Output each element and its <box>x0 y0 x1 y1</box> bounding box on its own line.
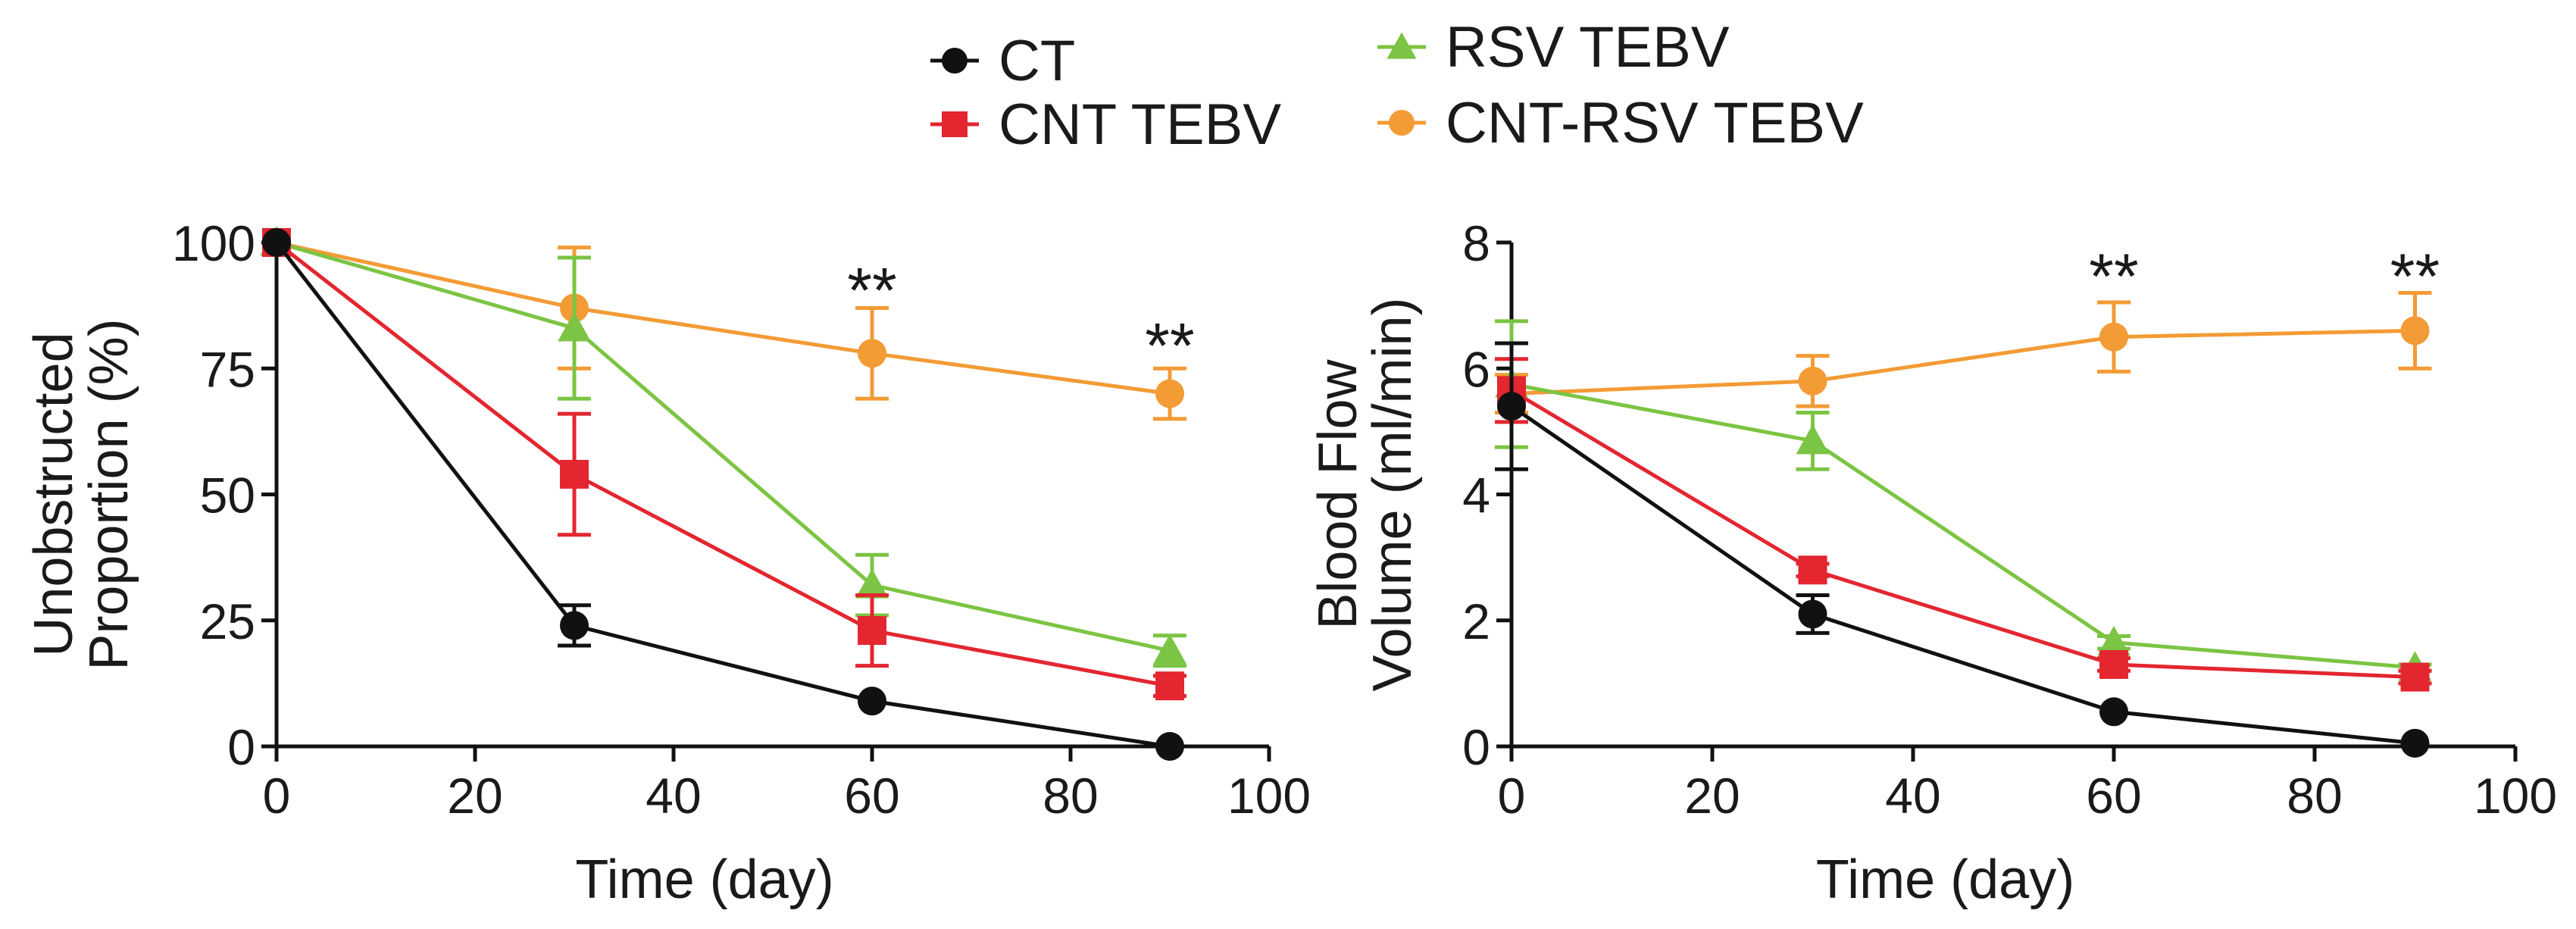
data-point <box>2099 697 2128 727</box>
data-point <box>2400 728 2430 758</box>
significance-annotation: ** <box>847 255 896 326</box>
series-line <box>275 241 1171 688</box>
legend-marker <box>1386 32 1417 59</box>
data-point <box>858 687 886 716</box>
y-tick-label: 0 <box>1462 719 1490 775</box>
data-point <box>1155 671 1184 701</box>
data-point <box>558 311 591 342</box>
significance-annotation: ** <box>1145 310 1194 381</box>
y-tick-label: 0 <box>227 719 255 775</box>
y-axis-label: Volume (ml/min) <box>1362 297 1423 691</box>
data-point <box>560 611 589 640</box>
data-point <box>2097 625 2131 656</box>
data-point <box>2400 316 2430 346</box>
x-tick-label: 20 <box>447 768 502 824</box>
data-point <box>560 459 589 489</box>
legend-marker <box>1389 110 1415 136</box>
data-point <box>1798 366 1827 396</box>
data-point <box>262 228 291 257</box>
x-tick-label: 60 <box>2086 768 2141 824</box>
y-tick-label: 75 <box>200 341 255 397</box>
series-line <box>276 240 1171 653</box>
chart-blood-flow-volume: 0 20 40 60 80 100 0 2 4 6 8 Time (day) Blood FlowVol… <box>1308 215 2557 910</box>
x-tick-label: 0 <box>1498 768 1526 824</box>
y-tick-label: 100 <box>172 215 255 271</box>
legend-marker <box>942 48 968 74</box>
legend-label: CNT-RSV TEBV <box>1446 91 1864 155</box>
y-axis-label: Blood Flow <box>1308 358 1368 629</box>
series-line <box>1511 382 2415 670</box>
legend-item-rsv-tebv: RSV TEBV <box>1377 15 1730 80</box>
series-rsv-tebv <box>1495 319 2432 681</box>
data-point <box>858 616 886 646</box>
data-point <box>2099 649 2128 679</box>
series-ct <box>262 228 1184 761</box>
x-tick-label: 40 <box>646 768 701 824</box>
data-point <box>1798 599 1827 629</box>
series-line <box>1510 405 2415 746</box>
series-cnt-rsv-tebv <box>262 228 1186 421</box>
x-tick-label: 100 <box>2474 768 2557 824</box>
x-tick-label: 60 <box>844 768 899 824</box>
data-point <box>1153 633 1186 665</box>
x-axis-label: Time (day) <box>575 849 833 910</box>
y-tick-label: 50 <box>200 468 255 524</box>
series-line <box>276 240 1171 396</box>
y-tick-label: 25 <box>200 593 255 649</box>
legend-item-cnt-tebv: CNT TEBV <box>930 92 1281 157</box>
significance-annotation: ** <box>2089 241 2138 312</box>
series-line <box>275 241 1171 749</box>
data-point <box>1155 379 1184 408</box>
series-rsv-tebv <box>260 226 1186 668</box>
data-point <box>2099 322 2128 352</box>
legend-label: CT <box>999 29 1075 93</box>
x-tick-label: 80 <box>2287 768 2342 824</box>
legend-label: RSV TEBV <box>1446 15 1730 80</box>
data-point <box>1798 555 1827 585</box>
x-tick-label: 40 <box>1885 768 1940 824</box>
significance-annotation: ** <box>2390 241 2440 312</box>
legend-item-cnt-rsv-tebv: CNT-RSV TEBV <box>1377 91 1864 155</box>
y-tick-label: 6 <box>1462 341 1490 397</box>
y-tick-label: 8 <box>1462 215 1490 271</box>
series-line <box>1510 389 2415 680</box>
x-tick-label: 80 <box>1043 768 1098 824</box>
series-cnt-tebv <box>262 228 1186 701</box>
y-axis-label: Proportion (%) <box>79 318 139 670</box>
data-point <box>855 568 889 599</box>
y-axis-label: Unobstructed <box>23 332 84 656</box>
chart-unobstructed-proportion: 0 20 40 60 80 100 0 25 50 75 100 Time (day) Unobstru… <box>23 215 1311 910</box>
data-point <box>2400 662 2430 692</box>
x-tick-label: 20 <box>1684 768 1740 824</box>
x-tick-label: 0 <box>263 768 291 824</box>
data-point <box>1155 732 1184 761</box>
series-line <box>1511 328 2415 396</box>
legend-label: CNT TEBV <box>999 92 1281 157</box>
series-cnt-rsv-tebv <box>1495 291 2432 414</box>
legend-item-ct: CT <box>930 29 1075 93</box>
y-tick-label: 4 <box>1462 468 1490 524</box>
data-point <box>858 339 886 368</box>
series-ct <box>1495 341 2430 758</box>
x-axis-label: Time (day) <box>1816 849 2074 910</box>
data-point <box>1497 392 1526 421</box>
data-point <box>1796 424 1830 455</box>
x-tick-label: 100 <box>1227 768 1311 824</box>
legend-marker <box>942 111 968 137</box>
y-tick-label: 2 <box>1462 593 1490 649</box>
